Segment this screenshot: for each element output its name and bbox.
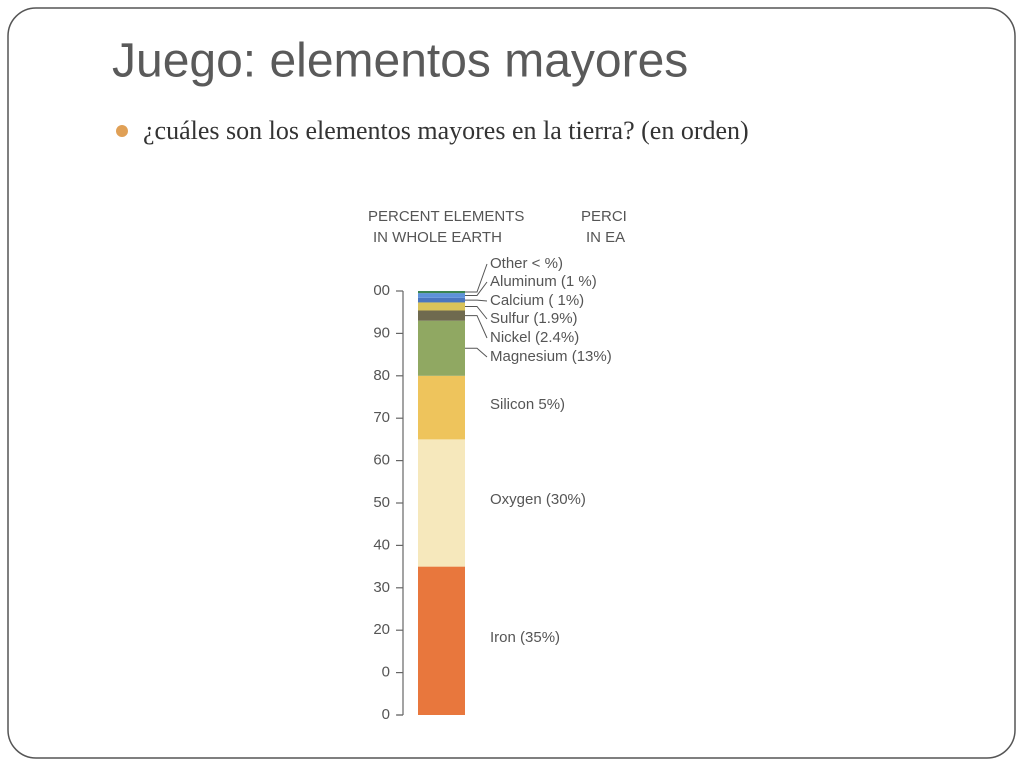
y-tick-label: 40: [373, 536, 390, 553]
bullet-text: ¿cuáles son los elementos mayores en la …: [143, 116, 749, 145]
segment-label: Silicon 5%): [490, 396, 565, 413]
leader-line: [465, 315, 488, 339]
segment-label: Iron (35%): [490, 629, 560, 646]
bar-segment: [418, 566, 465, 715]
bar-segment: [418, 297, 465, 303]
slide-title: Juego: elementos mayores: [112, 35, 688, 88]
segment-label: Magnesium (13%): [490, 348, 612, 365]
bar-segment: [418, 310, 465, 321]
leader-line: [465, 281, 488, 296]
y-tick-label: 90: [373, 324, 390, 341]
y-tick-label: 20: [373, 621, 390, 638]
leader-line: [465, 347, 488, 358]
y-tick-label: 70: [373, 409, 390, 426]
y-tick-label: 0: [382, 706, 390, 723]
segment-label: Oxygen (30%): [490, 491, 586, 508]
y-tick-label: 00: [373, 282, 390, 299]
y-tick-label: 30: [373, 579, 390, 596]
y-tick-label: 80: [373, 367, 390, 384]
leader-line: [465, 305, 488, 320]
slide-border: [7, 7, 1016, 759]
segment-label: Sulfur (1.9%): [490, 310, 578, 327]
leader-line: [465, 263, 488, 293]
bar-segment: [418, 439, 465, 567]
bar-segment: [418, 320, 465, 376]
segment-label: Aluminum (1 %): [490, 273, 597, 290]
chart-title-cropped: PERCI: [581, 208, 627, 225]
chart-title-cropped: IN EA: [586, 229, 625, 246]
segment-label: Calcium ( 1%): [490, 292, 584, 309]
bar-segment: [418, 293, 465, 298]
y-tick-label: 0: [382, 664, 390, 681]
bullet-dot: [116, 125, 128, 137]
segment-label: Other < %): [490, 255, 563, 272]
y-tick-label: 60: [373, 452, 390, 469]
chart-title: PERCENT ELEMENTS: [368, 208, 524, 225]
bar-segment: [418, 375, 465, 440]
chart-title: IN WHOLE EARTH: [373, 229, 502, 246]
y-tick-label: 50: [373, 494, 390, 511]
leader-line: [465, 299, 488, 302]
bar-segment: [418, 291, 465, 294]
segment-label: Nickel (2.4%): [490, 329, 579, 346]
bar-segment: [418, 302, 465, 311]
